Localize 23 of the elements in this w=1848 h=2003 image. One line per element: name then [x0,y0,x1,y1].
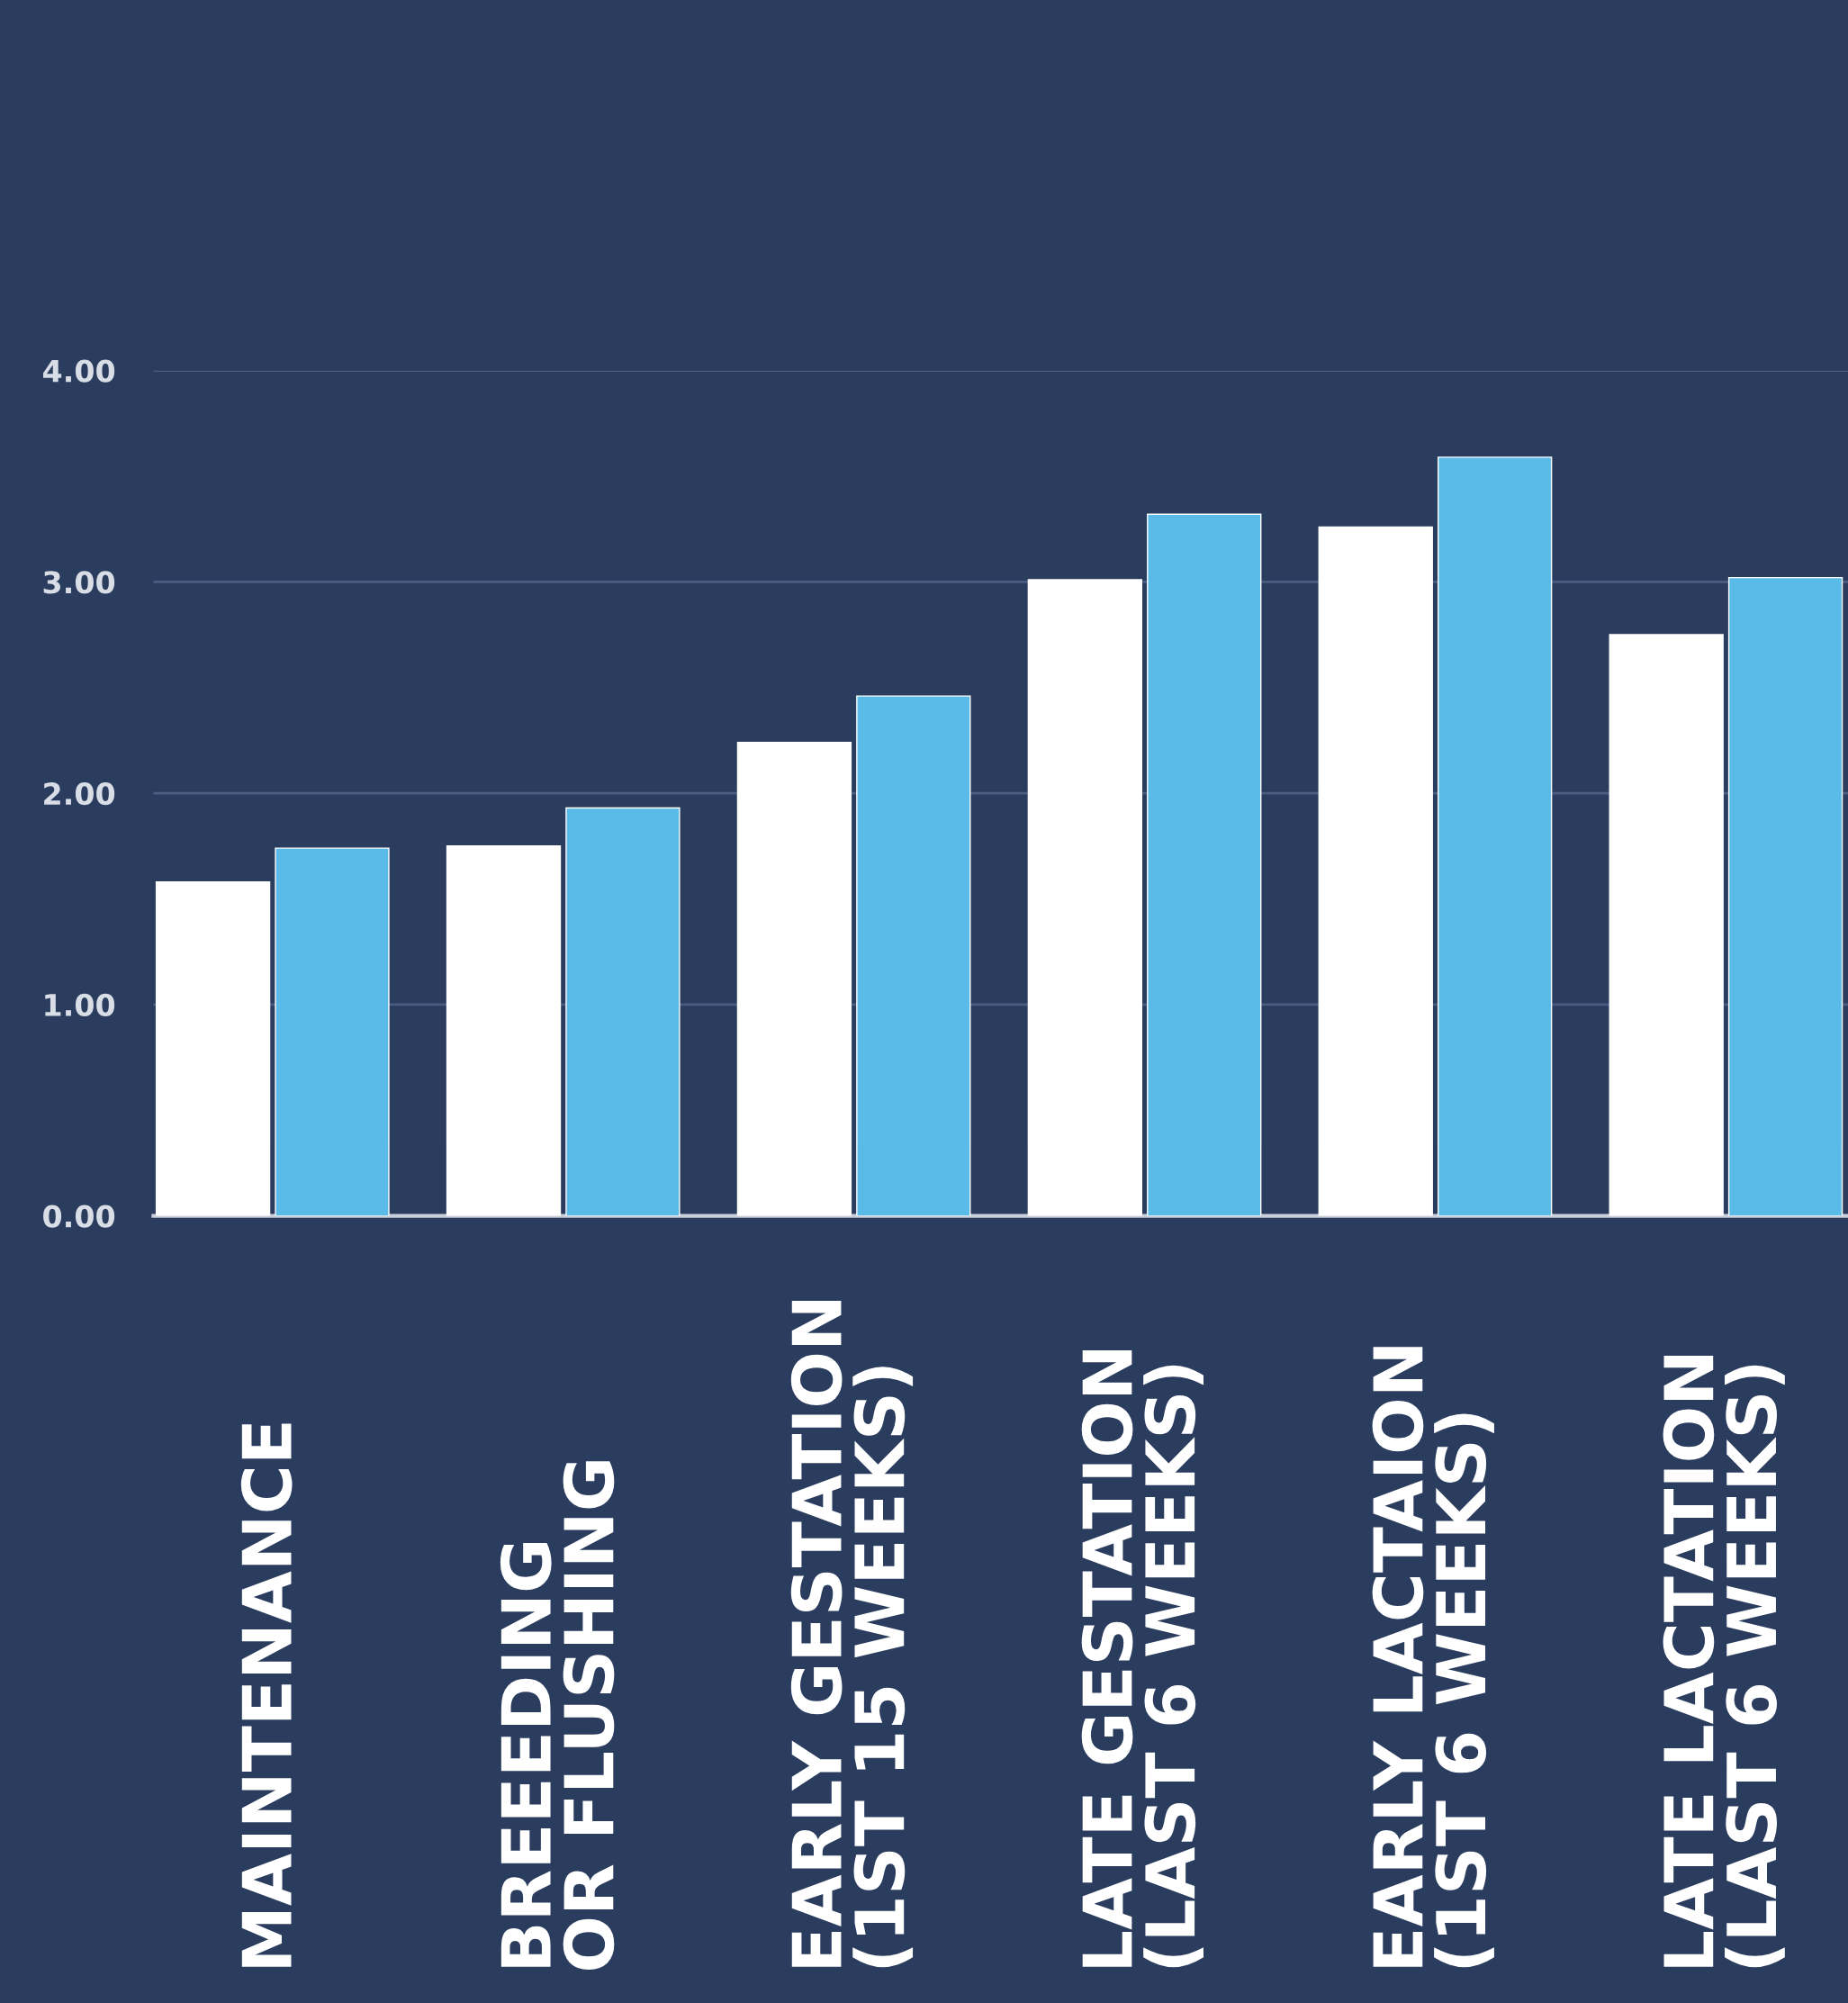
y-tick-label: 0.00 [43,1205,115,1228]
x-tick-label: EARLY GESTATION (1ST 15 WEEKS) [790,1301,914,1968]
y-tick-label: 2.00 [44,782,115,806]
y-tick-label: 3.00 [43,571,115,594]
bar [1609,634,1724,1216]
bar [275,847,390,1216]
bar [446,845,562,1216]
bar [856,695,971,1216]
y-tick-label: 4.00 [42,359,115,383]
x-tick-label: EARLY LACTAION (1ST 6 WEEKS) [1372,1347,1494,1968]
x-tick-label: LATE LACTATION (LAST 6 WEEKS) [1663,1355,1785,1968]
bar [155,880,271,1216]
x-tick-label: MAINTENANCE [240,1423,293,1967]
bar [1727,576,1843,1216]
bar [565,807,681,1216]
bar [1147,513,1262,1216]
bar [736,742,852,1216]
bar [1318,526,1433,1216]
bar [1027,579,1143,1216]
y-tick-label: 1.00 [45,993,115,1016]
x-tick-label: BREEEDING OR FLUSHING [500,1461,615,1970]
x-tick-label: LATE GESTATION (LAST 6 WEEKS) [1081,1350,1203,1968]
bar [1437,456,1553,1216]
